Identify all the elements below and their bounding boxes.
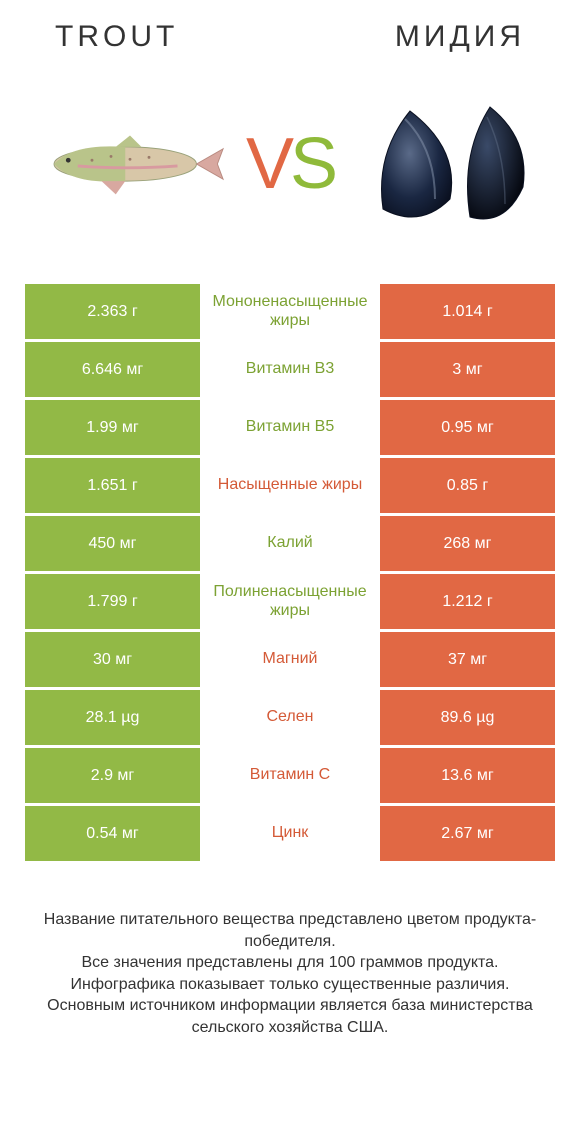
right-value: 3 мг — [380, 342, 555, 397]
table-row: 6.646 мгВитамин B33 мг — [25, 342, 555, 397]
left-value: 6.646 мг — [25, 342, 200, 397]
table-row: 2.9 мгВитамин C13.6 мг — [25, 748, 555, 803]
trout-icon — [35, 124, 225, 204]
left-value: 1.651 г — [25, 458, 200, 513]
right-value: 0.95 мг — [380, 400, 555, 455]
left-value: 1.799 г — [25, 574, 200, 629]
left-value: 450 мг — [25, 516, 200, 571]
right-value: 13.6 мг — [380, 748, 555, 803]
nutrient-label: Витамин C — [200, 748, 380, 803]
table-row: 28.1 µgСелен89.6 µg — [25, 690, 555, 745]
right-value: 1.014 г — [380, 284, 555, 339]
table-row: 450 мгКалий268 мг — [25, 516, 555, 571]
header: TROUT МИДИЯ — [25, 20, 555, 54]
trout-image — [35, 94, 225, 234]
right-value: 268 мг — [380, 516, 555, 571]
left-value: 2.9 мг — [25, 748, 200, 803]
comparison-table: 2.363 гМононенасыщенные жиры1.014 г6.646… — [25, 284, 555, 861]
right-value: 0.85 г — [380, 458, 555, 513]
nutrient-label: Насыщенные жиры — [200, 458, 380, 513]
table-row: 30 мгМагний37 мг — [25, 632, 555, 687]
nutrient-label: Полиненасыщенные жиры — [200, 574, 380, 629]
right-product-title: МИДИЯ — [395, 20, 525, 54]
nutrient-label: Витамин B5 — [200, 400, 380, 455]
infographic-page: TROUT МИДИЯ VS — [0, 0, 580, 1144]
footer-line: Основным источником информации является … — [35, 995, 545, 1038]
nutrient-label: Селен — [200, 690, 380, 745]
left-value: 1.99 мг — [25, 400, 200, 455]
left-value: 2.363 г — [25, 284, 200, 339]
right-value: 89.6 µg — [380, 690, 555, 745]
footer-notes: Название питательного вещества представл… — [25, 909, 555, 1039]
right-value: 1.212 г — [380, 574, 555, 629]
vs-label: VS — [246, 128, 334, 200]
footer-line: Все значения представлены для 100 граммо… — [35, 952, 545, 974]
left-value: 30 мг — [25, 632, 200, 687]
nutrient-label: Калий — [200, 516, 380, 571]
mussel-image — [355, 94, 545, 234]
table-row: 1.799 гПолиненасыщенные жиры1.212 г — [25, 574, 555, 629]
nutrient-label: Витамин B3 — [200, 342, 380, 397]
right-value: 2.67 мг — [380, 806, 555, 861]
footer-line: Инфографика показывает только существенн… — [35, 974, 545, 996]
footer-line: Название питательного вещества представл… — [35, 909, 545, 952]
vs-s: S — [290, 124, 334, 204]
mussel-icon — [365, 99, 535, 229]
table-row: 0.54 мгЦинк2.67 мг — [25, 806, 555, 861]
left-value: 28.1 µg — [25, 690, 200, 745]
right-value: 37 мг — [380, 632, 555, 687]
nutrient-label: Цинк — [200, 806, 380, 861]
left-value: 0.54 мг — [25, 806, 200, 861]
table-row: 2.363 гМононенасыщенные жиры1.014 г — [25, 284, 555, 339]
vs-v: V — [246, 124, 290, 204]
table-row: 1.99 мгВитамин B50.95 мг — [25, 400, 555, 455]
nutrient-label: Мононенасыщенные жиры — [200, 284, 380, 339]
table-row: 1.651 гНасыщенные жиры0.85 г — [25, 458, 555, 513]
left-product-title: TROUT — [55, 20, 178, 54]
nutrient-label: Магний — [200, 632, 380, 687]
images-row: VS — [25, 94, 555, 234]
